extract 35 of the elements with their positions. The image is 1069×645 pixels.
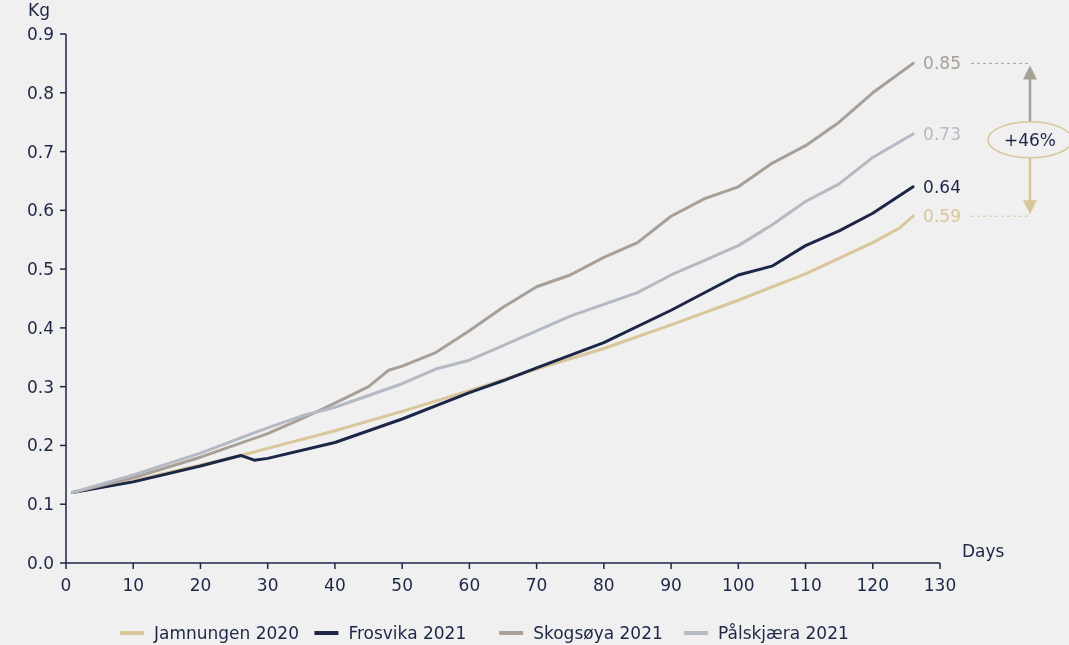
y-tick-label: 0.9 [26, 23, 54, 44]
legend-label: Jamnungen 2020 [153, 622, 300, 643]
legend-label: Frosvika 2021 [348, 622, 467, 643]
text: +46% [1003, 129, 1057, 150]
x-tick-label: 0 [60, 575, 72, 595]
y-tick-label: 0.7 [26, 141, 54, 162]
y-axis-title: Kg [28, 0, 50, 20]
x-tick-label: 40 [324, 575, 346, 595]
legend-label: Skogsøya 2021 [533, 622, 663, 643]
y-tick-label: 0.8 [26, 82, 54, 103]
x-tick-label: 130 [923, 575, 957, 595]
data-label: 0.59 [923, 206, 961, 227]
x-tick-label: 90 [660, 575, 682, 595]
x-tick-label: 20 [189, 575, 212, 595]
y-tick-label: 0.1 [26, 494, 54, 515]
y-tick-label: 0.4 [26, 317, 54, 338]
x-tick-label: 120 [856, 575, 889, 595]
x-tick-label: 60 [458, 575, 481, 595]
x-tick-label: 10 [122, 575, 145, 595]
x-tick-label: 110 [789, 575, 822, 595]
y-tick-label: 0.3 [26, 376, 54, 397]
data-label: 0.85 [923, 53, 961, 74]
x-tick-label: 80 [593, 575, 615, 595]
x-tick-label: 70 [525, 575, 548, 595]
y-tick-label: 0.2 [26, 435, 54, 456]
x-axis-title: Days [962, 541, 1005, 561]
legend-label: Pålskjæra 2021 [718, 622, 849, 643]
data-label: 0.64 [923, 176, 961, 197]
x-tick-label: 100 [722, 575, 755, 595]
y-tick-label: 0.0 [26, 552, 54, 573]
x-tick-label: 50 [391, 575, 413, 595]
x-tick-label: 30 [256, 575, 279, 595]
y-tick-label: 0.6 [26, 200, 54, 221]
data-label: 0.73 [923, 123, 961, 144]
y-tick-label: 0.5 [26, 259, 54, 280]
